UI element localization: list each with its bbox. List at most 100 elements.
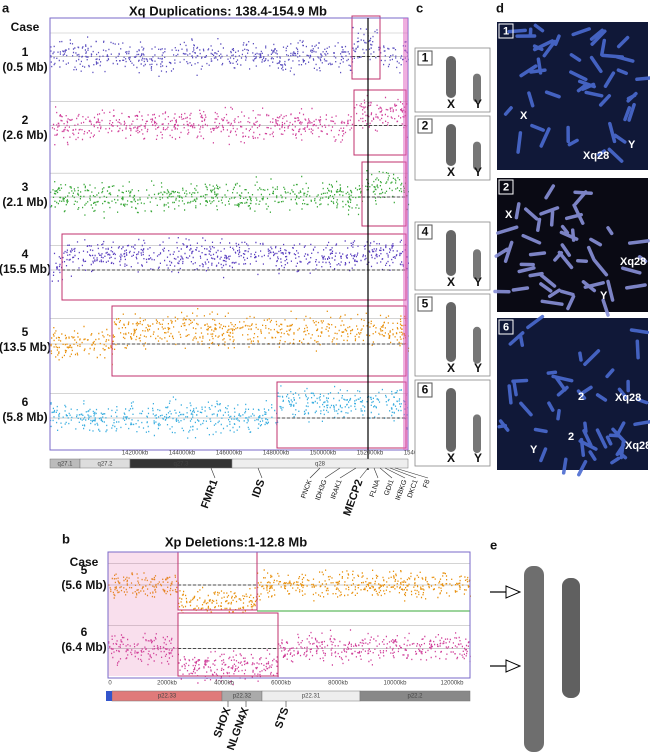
case-header: Case: [11, 20, 40, 34]
chromosome-x: [446, 124, 456, 166]
gene-tick: [379, 467, 393, 479]
case-size: (0.5 Mb): [2, 60, 47, 74]
chromosome-y: [473, 141, 481, 171]
probe-dots: [50, 308, 410, 366]
image-id: 1: [503, 25, 509, 37]
chromosome-spread: [493, 184, 650, 317]
id-box: [498, 179, 514, 195]
case-id: 2: [22, 113, 29, 127]
case-size: (5.8 Mb): [2, 410, 47, 424]
y-label: Y: [474, 275, 482, 289]
case-id: 5: [22, 325, 29, 339]
ideogram-end: [106, 691, 112, 701]
probe-dots: [50, 385, 409, 439]
gene-label: F8: [422, 479, 431, 489]
shaded-region: [108, 552, 178, 676]
track-bg: [108, 552, 470, 610]
image-id: 2: [503, 181, 509, 193]
fish-label: Xq28: [615, 392, 641, 404]
gene-label: DKC1: [407, 479, 420, 499]
chromosome-x: [446, 302, 456, 362]
axis-label: 4000kb: [214, 681, 234, 687]
plot-frame: [107, 551, 471, 679]
fish-label: Y: [628, 139, 636, 151]
id-box: [498, 23, 514, 39]
arrow-head: [505, 585, 522, 599]
gene-label: IRAK1: [330, 479, 344, 501]
box-id: 4: [422, 225, 429, 239]
chromosome-x: [446, 388, 456, 452]
edge-strip: [403, 18, 408, 450]
chromosome-spread: [503, 23, 650, 163]
case-id: 6: [81, 625, 88, 639]
image-id: 6: [503, 321, 509, 333]
fish-label: 2: [578, 391, 584, 403]
id-box: [417, 50, 433, 66]
chromosome-x: [446, 230, 456, 276]
axis-label: 142000kb: [122, 451, 149, 457]
gene-label: IDS: [250, 478, 268, 499]
probe-dots: [108, 629, 471, 686]
case-id: 6: [22, 395, 29, 409]
id-box: [417, 224, 433, 240]
arrow-head: [505, 659, 522, 673]
gene-tick: [359, 467, 369, 479]
case-size: (2.6 Mb): [2, 128, 47, 142]
band-label: p22.2: [407, 694, 423, 700]
gene-tick: [257, 467, 263, 479]
box-id: 6: [422, 383, 429, 397]
x-label: X: [447, 275, 455, 289]
x-label: X: [447, 165, 455, 179]
case-header: Case: [70, 555, 99, 569]
chromosome: [562, 578, 580, 698]
gene-label: PNCK: [300, 479, 313, 500]
fish-label: 2: [568, 431, 574, 443]
axis-label: 144000kb: [169, 451, 196, 457]
case-id: 5: [81, 563, 88, 577]
gene-label: FLNA: [369, 479, 382, 499]
band-label: q27.3: [173, 462, 189, 468]
chromosome-y: [473, 73, 481, 103]
cnv-box: [177, 612, 279, 677]
fish-label: X: [505, 209, 513, 221]
axis-label: 12000kb: [440, 681, 464, 687]
y-label: Y: [474, 165, 482, 179]
box-id: 1: [422, 51, 429, 65]
track-bg: [50, 160, 408, 226]
chromosome-spread: [497, 314, 650, 477]
track-bg: [50, 380, 408, 448]
y-label: Y: [474, 361, 482, 375]
gene-label: GDI1: [383, 479, 395, 497]
x-label: X: [447, 97, 455, 111]
gene-tick: [373, 467, 379, 479]
gene-label: FMR1: [199, 478, 221, 510]
fish-label: Xq28: [625, 440, 650, 452]
fish-label: Xq28: [620, 256, 646, 268]
cnv-box: [351, 15, 381, 80]
case-size: (15.5 Mb): [0, 262, 51, 276]
case-size: (5.6 Mb): [61, 578, 106, 592]
fish-label: Y: [600, 290, 608, 302]
probe-dots: [50, 170, 410, 219]
axis-label: 146000kb: [216, 451, 243, 457]
probe-dots: [51, 237, 409, 282]
axis-label: 150000kb: [310, 451, 337, 457]
band-label: q27.2: [97, 462, 113, 468]
panel-label: b: [62, 531, 70, 546]
chromosome-y: [473, 249, 481, 280]
axis-label: 148000kb: [263, 451, 290, 457]
band-label: p22.33: [158, 694, 177, 700]
gene-tick: [309, 467, 321, 479]
panel-label: d: [496, 0, 504, 15]
band-label: q28: [315, 462, 326, 468]
y-label: Y: [474, 451, 482, 465]
probe-dots: [108, 569, 471, 618]
axis-label: 152000kb: [357, 451, 384, 457]
panel-title: Xq Duplications: 138.4-154.9 Mb: [129, 3, 327, 18]
case-size: (2.1 Mb): [2, 195, 47, 209]
x-label: X: [447, 451, 455, 465]
gene-tick: [210, 467, 216, 479]
case-id: 1: [22, 45, 29, 59]
id-box: [417, 118, 433, 134]
